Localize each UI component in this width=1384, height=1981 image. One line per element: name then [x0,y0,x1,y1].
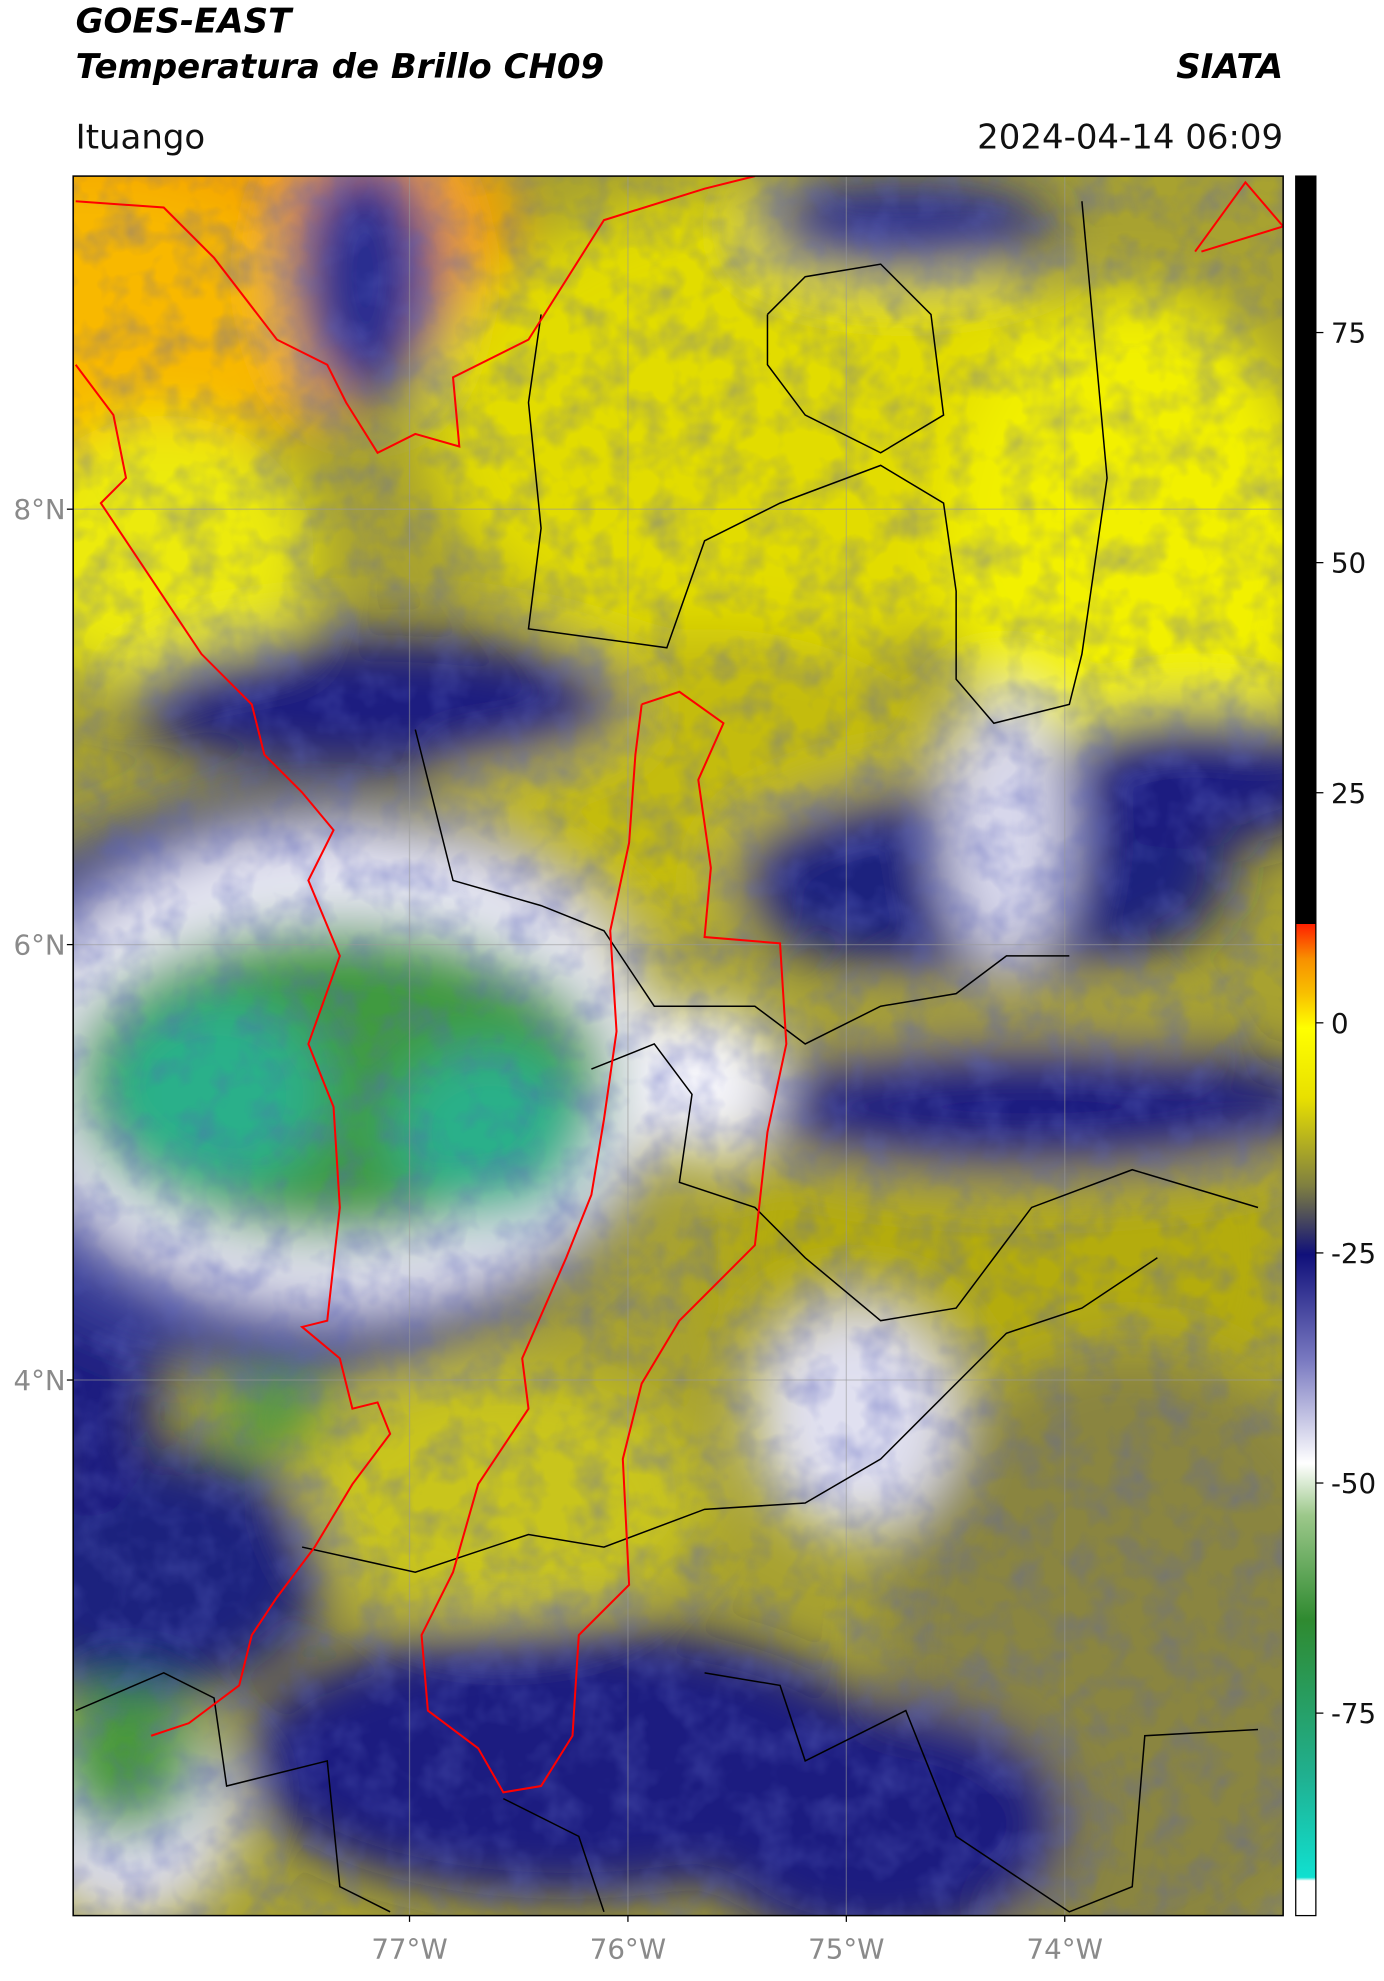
location: Ituango [76,117,206,157]
coastline [74,364,392,1737]
coast-and-boundary [74,176,1284,1794]
lat-tick-label: 4°N [14,1364,66,1397]
lat-tick-label: 6°N [14,929,66,962]
colorbar-tick-label: 50 [1331,547,1366,580]
lon-tick-label: 77°W [371,1932,447,1965]
map [73,176,1284,1916]
lon-tick-label: 75°W [808,1932,884,1965]
border [414,729,1070,1045]
border [301,1257,1158,1574]
study-region [420,690,788,1794]
lat-tick-label: 8°N [14,493,66,526]
subtitle: Temperatura de Brillo CH09 [76,47,604,87]
axes: 8°N 6°N 4°N 77°W 76°W 75°W 74°W -75 -50 -25 0 25 50 7… [14,317,1377,1966]
colorbar-tick-label: -25 [1331,1237,1376,1270]
imagery-texture [73,176,1284,1916]
colorbar-tick-label: -50 [1331,1467,1376,1500]
colorbar-tick-label: 25 [1331,777,1366,810]
title: GOES-EAST [76,2,294,42]
colorbar [1295,175,1317,1917]
datetime: 2024-04-14 06:09 [977,117,1283,157]
lon-tick-label: 76°W [590,1932,666,1965]
colorbar-tick-label: -75 [1331,1697,1376,1730]
map-frame [72,175,1284,1917]
border [591,1043,1259,1322]
border [704,1672,1259,1913]
colorbar-tick-label: 0 [1331,1007,1349,1040]
border [502,1797,605,1913]
grid [73,176,1284,1916]
brand: SIATA [1176,47,1283,87]
borders [75,201,1259,1913]
lon-tick-label: 74°W [1027,1932,1103,1965]
border [766,263,945,454]
coastline [75,176,756,455]
colorbar-tick-label: 75 [1331,317,1366,350]
border [527,201,1108,725]
border [75,1672,391,1913]
coastline [1194,180,1284,253]
